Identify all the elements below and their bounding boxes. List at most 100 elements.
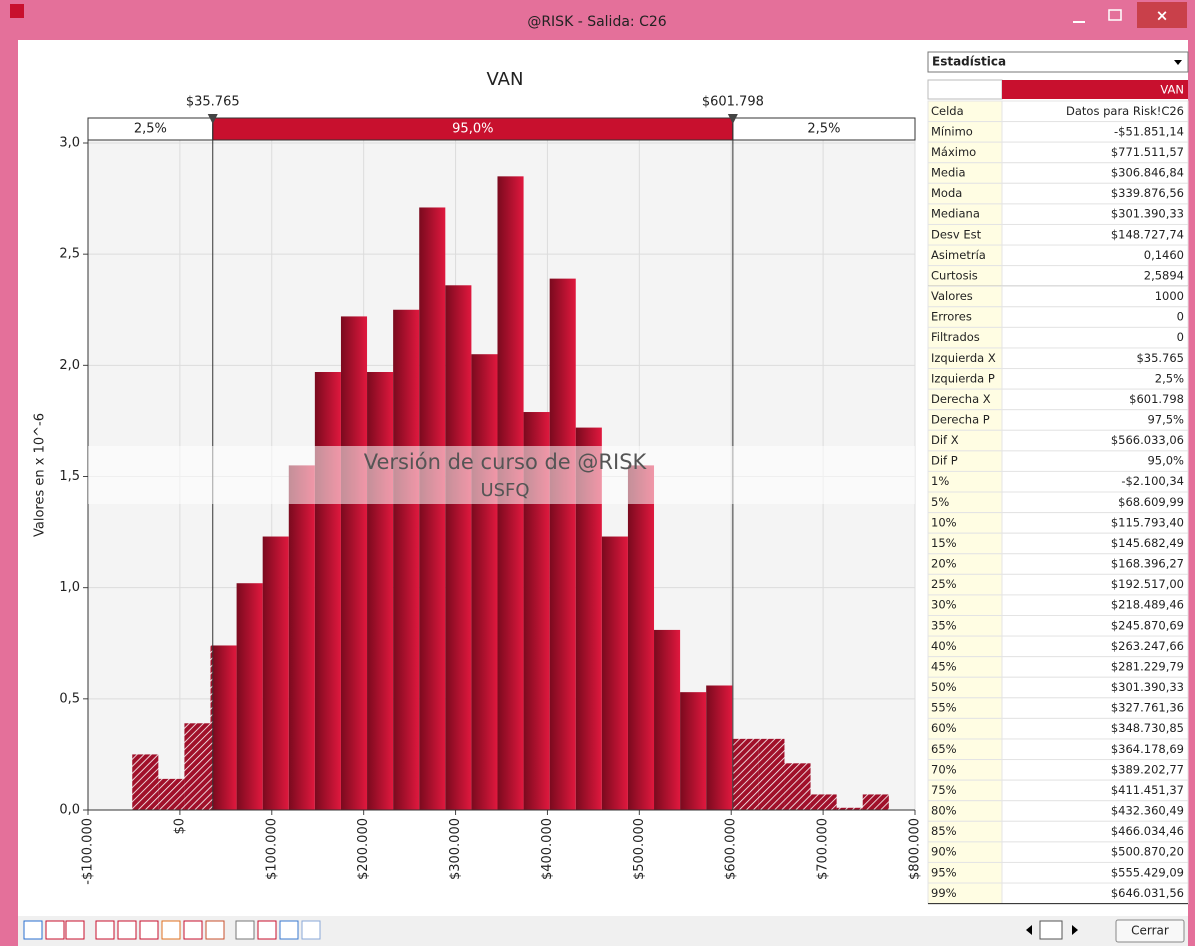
stat-value: 0: [1177, 310, 1184, 324]
stat-value: 2,5894: [1144, 268, 1184, 282]
histogram-bar: [367, 372, 394, 810]
stat-name: 25%: [931, 577, 957, 591]
bar-segment: [184, 723, 211, 810]
histogram-bar: [732, 738, 759, 810]
stat-value: $327.761,36: [1111, 701, 1184, 715]
stat-name: 85%: [931, 824, 957, 838]
stat-value: 97,5%: [1147, 412, 1184, 426]
tool-button[interactable]: [45, 920, 65, 940]
tool-button[interactable]: [139, 920, 159, 940]
bar-segment: [367, 372, 394, 810]
delimiter-handle[interactable]: [727, 114, 738, 124]
y-axis-label: Valores en x 10^-6: [33, 413, 48, 537]
stat-name: Mediana: [931, 207, 980, 221]
stat-name: Filtrados: [931, 330, 980, 344]
stat-name: 1%: [931, 474, 949, 488]
stat-name: Derecha P: [931, 412, 990, 426]
bar-segment: [654, 629, 681, 810]
selector[interactable]: [927, 51, 1189, 73]
stat-name: Dif X: [931, 433, 959, 447]
y-tick-label: 2,5: [59, 247, 80, 262]
stat-value: 95,0%: [1147, 454, 1184, 468]
maximize-icon: [1108, 9, 1122, 21]
tool-button[interactable]: [117, 920, 137, 940]
histogram-bar: [419, 207, 446, 810]
stat-name: 60%: [931, 721, 957, 735]
stat-name: Media: [931, 166, 966, 180]
toolbar-icons: Cerrar: [23, 919, 1185, 943]
stat-value: $432.360,49: [1111, 804, 1184, 818]
stat-name: 45%: [931, 659, 957, 673]
stat-value: $68.609,99: [1118, 495, 1184, 509]
next-button[interactable]: [1072, 925, 1078, 935]
stat-value: $168.396,27: [1111, 557, 1184, 571]
stat-value: $301.390,33: [1111, 207, 1184, 221]
stat-value: $389.202,77: [1111, 762, 1184, 776]
x-tick-label: $0: [172, 818, 187, 835]
bar-segment: [288, 465, 315, 810]
bar-segment: [340, 316, 368, 810]
y-tick-label: 0,5: [59, 691, 80, 706]
delimiter-percent: 2,5%: [134, 122, 167, 137]
x-tick-label: $200.000: [356, 818, 371, 880]
stat-value: $500.870,20: [1111, 845, 1184, 859]
stat-value: $555.429,09: [1111, 865, 1184, 879]
histogram-bar: [549, 278, 576, 811]
watermark-text: Versión de curso de @RISK: [364, 450, 648, 474]
bar-segment: [758, 738, 785, 810]
selector-arrow: [1174, 60, 1182, 65]
stat-value: 1000: [1155, 289, 1184, 303]
bar-segment: [158, 778, 185, 810]
stat-value: $466.034,46: [1111, 824, 1184, 838]
window-title: @RISK - Salida: C26: [527, 14, 666, 30]
stat-name: Celda: [931, 104, 964, 118]
stat-name: Errores: [931, 310, 972, 324]
tool-button[interactable]: [301, 920, 321, 940]
tool-button[interactable]: [23, 920, 43, 940]
tool-button[interactable]: [279, 920, 299, 940]
stat-value: $245.870,69: [1111, 618, 1184, 632]
view-button[interactable]: [1039, 920, 1063, 940]
delimiter-percent: 95,0%: [452, 122, 493, 137]
histogram-bar: [810, 794, 837, 810]
bar-segment: [393, 309, 420, 810]
close-button[interactable]: [1137, 2, 1187, 28]
bar-segment: [419, 207, 446, 810]
histogram-bar: [706, 685, 733, 810]
close-action[interactable]: [1115, 919, 1185, 943]
app-icon: [10, 4, 24, 18]
tool-button[interactable]: [161, 920, 181, 940]
bar-segment: [836, 807, 863, 810]
bar-segment: [471, 354, 498, 810]
stat-name: 80%: [931, 804, 957, 818]
stat-name: Mínimo: [931, 124, 973, 138]
prev-button[interactable]: [1026, 925, 1032, 935]
stat-value: -$2.100,34: [1121, 474, 1184, 488]
delimiter-handle[interactable]: [207, 114, 218, 124]
tool-button[interactable]: [257, 920, 277, 940]
tool-button[interactable]: [65, 920, 85, 940]
tool-button[interactable]: [235, 920, 255, 940]
stat-value: $339.876,56: [1111, 186, 1184, 200]
stat-value: $646.031,56: [1111, 886, 1184, 900]
histogram-bar: [393, 309, 420, 810]
tool-button[interactable]: [205, 920, 225, 940]
x-tick-label: -$100.000: [81, 818, 96, 885]
tool-button[interactable]: [95, 920, 115, 940]
bar-segment: [627, 465, 655, 810]
histogram-bar: [184, 723, 211, 810]
stat-name: Izquierda X: [931, 351, 996, 365]
stat-name: Curtosis: [931, 268, 978, 282]
x-tick-label: $600.000: [724, 818, 739, 880]
histogram-bar: [471, 354, 498, 810]
stat-name: Valores: [931, 289, 973, 303]
column-header: VAN: [1160, 83, 1184, 97]
tool-button[interactable]: [183, 920, 203, 940]
stat-name: 15%: [931, 536, 957, 550]
stat-value: 0: [1177, 330, 1184, 344]
stat-name: 50%: [931, 680, 957, 694]
bar-segment: [680, 692, 707, 810]
bar-segment: [784, 763, 811, 810]
close-action-label: Cerrar: [1131, 924, 1169, 938]
stat-value: $115.793,40: [1111, 515, 1184, 529]
